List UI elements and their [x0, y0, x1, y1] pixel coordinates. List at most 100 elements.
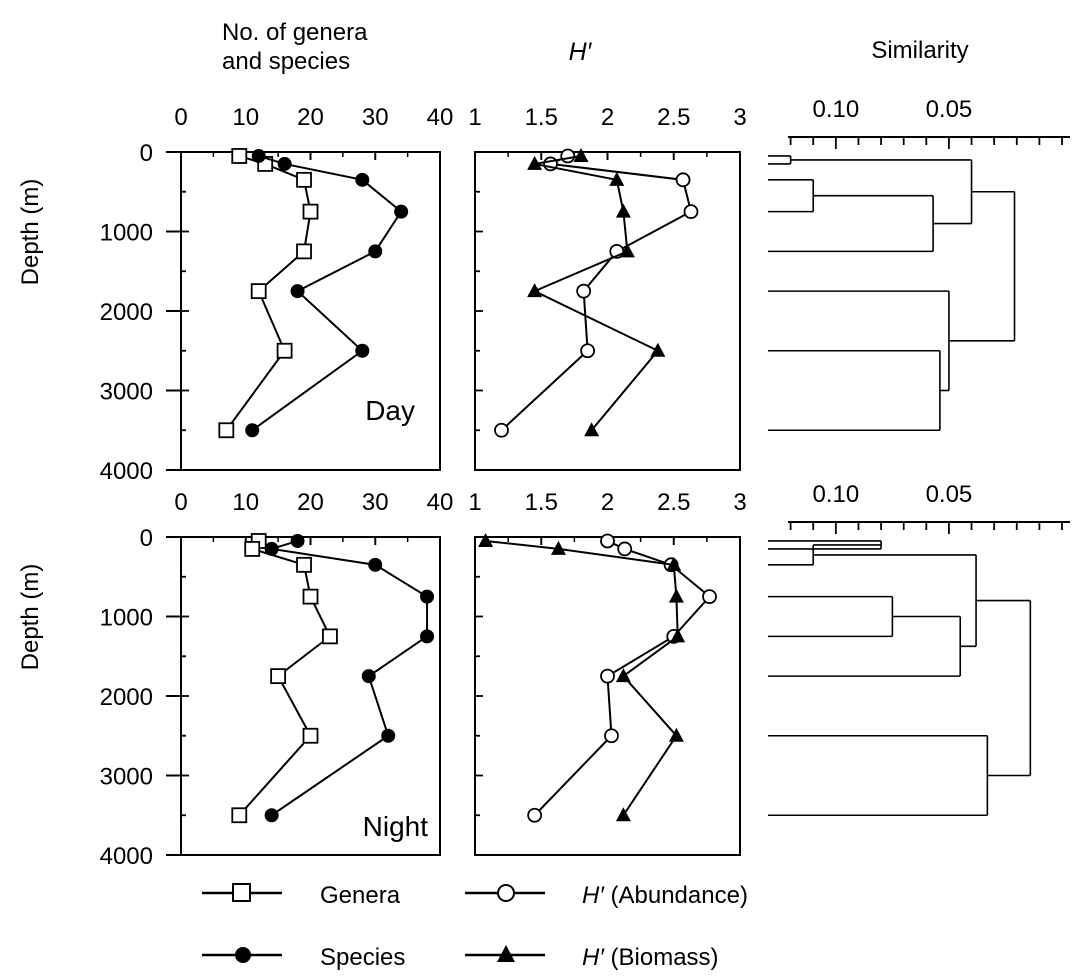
depth-axis-title-night: Depth (m): [17, 564, 44, 671]
series-line-day-h-1: [532, 154, 660, 431]
data-point-day-count-0-5: [250, 283, 267, 300]
series-line-day-count-1: [251, 155, 403, 432]
data-point-night-h-0-6: [604, 728, 619, 744]
x-tick-label-day-count-1: 10: [232, 104, 259, 131]
x-tick-label-night-count-4: 40: [427, 489, 454, 516]
similarity-label-day-1: 0.05: [926, 96, 973, 123]
data-point-day-h-1-0: [573, 147, 589, 162]
depth-tick-label-day-0: 0: [140, 140, 153, 167]
data-point-night-h-0-3: [702, 589, 717, 605]
x-tick-label-day-h-4: 3: [733, 104, 746, 131]
data-point-night-h-1-1: [550, 540, 566, 555]
data-point-day-h-0-2: [675, 172, 691, 188]
data-point-day-count-1-5: [290, 284, 305, 299]
data-point-day-h-0-3: [683, 204, 699, 220]
data-point-day-h-1-2: [609, 171, 625, 186]
legend: Genera Species H′ (Abundance) H′ (Biomas…: [202, 882, 748, 971]
data-point-night-h-1-6: [668, 727, 684, 742]
x-tick-label-day-h-3: 2.5: [657, 104, 690, 131]
data-point-day-count-0-3: [302, 203, 319, 220]
data-point-day-h-0-7: [494, 422, 509, 438]
legend-biomass-label: H′ (Biomass): [582, 944, 719, 971]
data-point-day-count-0-7: [218, 422, 235, 439]
night-panel-label: Night: [363, 811, 429, 842]
similarity-label-night-0: 0.10: [812, 481, 859, 508]
data-point-day-count-0-4: [296, 243, 312, 260]
x-tick-label-day-count-0: 0: [174, 104, 187, 131]
data-point-night-h-1-0: [478, 532, 494, 547]
plot-frame-day-h: [474, 151, 741, 471]
data-point-day-count-1-2: [355, 172, 370, 187]
similarity-label-day-0: 0.10: [812, 96, 859, 123]
data-point-night-count-0-6: [302, 727, 319, 744]
depth-tick-label-night-0: 0: [140, 525, 153, 552]
data-point-day-count-1-3: [394, 204, 409, 219]
data-point-night-h-1-3: [668, 588, 684, 603]
x-tick-label-night-count-3: 30: [362, 489, 389, 516]
x-tick-label-day-h-0: 1: [468, 104, 481, 131]
data-point-night-h-0-5: [600, 668, 615, 684]
data-point-night-count-1-4: [420, 629, 435, 644]
data-point-day-h-1-6: [650, 342, 666, 357]
data-point-night-h-0-1: [617, 541, 633, 557]
legend-genera-symbol: [202, 883, 282, 902]
depth-tick-label-night-1: 1000: [100, 605, 153, 632]
data-point-day-count-1-4: [368, 244, 383, 259]
x-tick-label-night-count-1: 10: [232, 489, 259, 516]
data-point-night-count-0-3: [302, 588, 319, 605]
diversity-header: H′: [569, 38, 593, 66]
data-point-day-count-0-0: [231, 148, 248, 164]
x-tick-label-night-h-3: 2.5: [657, 489, 690, 516]
data-point-day-count-1-7: [245, 423, 260, 438]
x-tick-label-day-count-2: 20: [297, 104, 324, 131]
x-tick-label-night-count-2: 20: [297, 489, 324, 516]
series-line-night-h-1: [485, 539, 679, 816]
day-panel-label: Day: [365, 395, 415, 426]
data-point-day-h-1-5: [527, 283, 543, 298]
data-point-night-count-1-0: [290, 533, 305, 548]
data-point-night-count-0-4: [322, 628, 338, 645]
depth-axis-title-day: Depth (m): [17, 179, 44, 286]
depth-tick-label-night-3: 3000: [100, 764, 153, 791]
plot-frame-night-h: [474, 536, 741, 856]
x-tick-label-day-h-2: 2: [601, 104, 614, 131]
data-point-night-count-1-7: [264, 808, 279, 823]
series-line-day-h-0: [500, 155, 693, 431]
depth-tick-label-day-1: 1000: [100, 220, 153, 247]
data-point-night-count-1-1: [264, 541, 279, 556]
depth-tick-label-night-2: 2000: [100, 684, 153, 711]
data-point-night-h-0-0: [600, 533, 615, 549]
data-point-night-count-0-7: [231, 807, 248, 824]
data-point-night-count-0-1: [244, 541, 261, 557]
data-point-day-count-1-1: [277, 156, 292, 171]
data-point-day-h-1-1: [527, 155, 543, 170]
data-point-day-h-1-7: [584, 422, 600, 437]
data-point-night-h-1-2: [666, 556, 682, 571]
x-tick-label-night-count-0: 0: [174, 489, 187, 516]
legend-genera-label: Genera: [320, 882, 401, 909]
data-point-day-h-1-4: [619, 243, 635, 258]
similarity-header: Similarity: [871, 37, 968, 64]
x-tick-label-night-h-2: 2: [601, 489, 614, 516]
data-point-day-h-0-0: [560, 148, 576, 164]
legend-abundance-symbol: [465, 884, 545, 902]
data-point-night-count-1-3: [420, 589, 435, 604]
x-tick-label-night-h-1: 1.5: [525, 489, 558, 516]
data-point-night-h-0-7: [527, 807, 543, 823]
x-tick-label-day-h-1: 1.5: [525, 104, 558, 131]
legend-abundance-label: H′ (Abundance): [582, 882, 748, 909]
data-point-night-count-1-6: [381, 728, 396, 743]
data-point-night-count-0-5: [270, 668, 287, 685]
x-tick-label-night-h-0: 1: [468, 489, 481, 516]
legend-species-symbol: [202, 947, 282, 963]
series-line-night-count-1: [271, 540, 429, 817]
legend-biomass-symbol: [465, 945, 545, 962]
legend-species-label: Species: [320, 944, 405, 971]
depth-tick-label-day-4: 4000: [100, 458, 153, 485]
count-header-line2: and species: [222, 48, 350, 75]
data-point-day-count-0-2: [296, 171, 312, 188]
data-point-day-count-0-6: [276, 342, 293, 359]
depth-tick-label-day-3: 3000: [100, 379, 153, 406]
data-point-night-h-1-7: [615, 807, 631, 822]
